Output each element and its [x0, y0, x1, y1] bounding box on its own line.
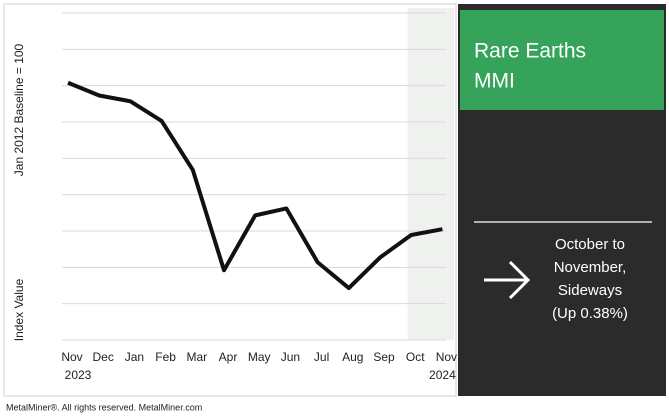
- x-tick-label: Jul: [314, 350, 329, 364]
- arrow: [484, 260, 531, 300]
- callout-text: October to: [555, 236, 625, 253]
- recent-shade: [407, 8, 454, 340]
- x-tick-label: Apr: [219, 350, 238, 364]
- footer: MetalMiner®. All rights reserved. MetalM…: [6, 402, 202, 412]
- y-label-top: Jan 2012 Baseline = 100: [12, 43, 26, 176]
- x-tick-label: Aug: [342, 350, 363, 364]
- badge-text: Rare Earths: [474, 40, 586, 63]
- x-tick-label: Jan: [125, 350, 144, 364]
- line-series: [67, 80, 443, 291]
- x-tick-label: May: [248, 350, 271, 364]
- x-tick-label: Jun: [281, 350, 300, 364]
- callout-text: Sideways: [558, 282, 622, 299]
- plot-frame: [3, 3, 457, 397]
- x-tick-label: Oct: [406, 350, 425, 364]
- x-tick-label: Dec: [93, 350, 114, 364]
- x-year-label: 2023: [65, 368, 92, 382]
- x-tick-label: Sep: [373, 350, 395, 364]
- badge-box: [460, 10, 664, 110]
- x-year-label: 2024: [429, 368, 456, 382]
- callout-text: (Up 0.38%): [552, 305, 628, 322]
- x-tick-label: Mar: [186, 350, 207, 364]
- callout-text: November,: [554, 259, 627, 276]
- x-tick-label: Nov: [436, 350, 457, 364]
- x-tick-label: Nov: [61, 350, 82, 364]
- y-label-bottom: Index Value: [12, 278, 26, 341]
- badge-text: MMI: [474, 70, 515, 93]
- x-tick-label: Feb: [155, 350, 176, 364]
